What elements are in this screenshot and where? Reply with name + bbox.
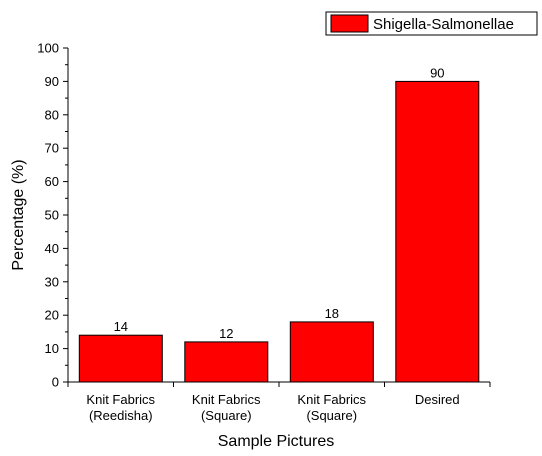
data-label: 90 xyxy=(430,65,444,80)
y-tick-label: 50 xyxy=(45,208,59,223)
y-tick-label: 10 xyxy=(45,341,59,356)
x-tick-label: Knit Fabrics (Square) xyxy=(192,392,261,423)
x-tick-label-line: Knit Fabrics xyxy=(297,392,366,407)
y-axis: 0 10 20 30 40 50 60 70 80 90 100 xyxy=(37,41,69,390)
x-tick-label: Knit Fabrics (Reedisha) xyxy=(86,392,155,423)
bar xyxy=(289,321,374,383)
bar xyxy=(184,341,269,383)
x-tick-label-line: (Reedisha) xyxy=(89,408,153,423)
legend-label: Shigella-Salmonellae xyxy=(373,16,514,33)
x-tick-label-line: (Square) xyxy=(306,408,357,423)
legend-frame xyxy=(325,11,538,36)
x-tick-label-line: Knit Fabrics xyxy=(86,392,155,407)
x-axis: Knit Fabrics (Reedisha)Knit Fabrics (Squar… xyxy=(67,381,491,423)
x-tick-label-line: Knit Fabrics xyxy=(192,392,261,407)
x-tick-label: Knit Fabrics (Square) xyxy=(297,392,366,423)
y-tick-label: 0 xyxy=(52,375,59,390)
x-axis-title: Sample Pictures xyxy=(218,433,335,450)
x-tick-label-line: Desired xyxy=(415,392,460,407)
y-tick-label: 70 xyxy=(45,141,59,156)
data-label: 14 xyxy=(114,319,128,334)
legend-swatch xyxy=(330,14,369,33)
bar xyxy=(395,80,480,383)
x-tick-label-line: (Square) xyxy=(201,408,252,423)
y-tick-label: 20 xyxy=(45,308,59,323)
y-tick-label: 30 xyxy=(45,274,59,289)
y-axis-title: Percentage (%) xyxy=(10,159,27,270)
legend: Shigella-Salmonellae xyxy=(325,11,538,36)
y-tick-label: 60 xyxy=(45,174,59,189)
x-tick-label: Desired xyxy=(415,392,460,407)
y-tick-label: 100 xyxy=(37,41,59,56)
bar xyxy=(78,334,163,383)
plot-area: 14 12 18 90 xyxy=(78,65,480,383)
data-label: 18 xyxy=(325,306,339,321)
y-tick-label: 80 xyxy=(45,107,59,122)
data-label: 12 xyxy=(219,326,233,341)
y-tick-label: 40 xyxy=(45,241,59,256)
y-tick-label: 90 xyxy=(45,74,59,89)
